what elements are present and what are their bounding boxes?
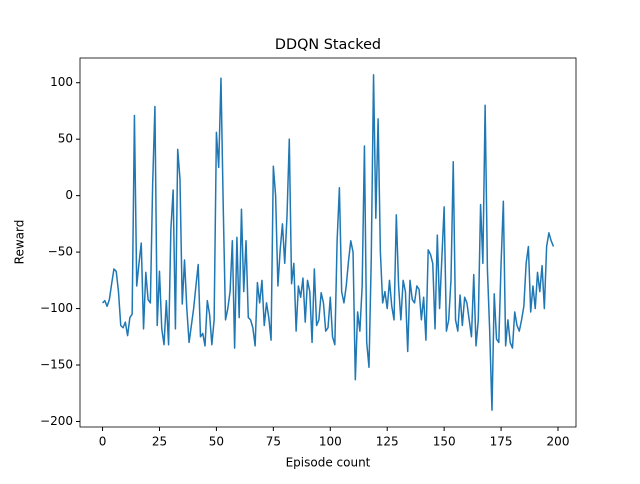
- x-tick-label: 25: [152, 435, 167, 449]
- y-tick-label: −100: [40, 301, 73, 315]
- plot-frame: [79, 57, 577, 428]
- x-tick-label: 200: [547, 435, 570, 449]
- y-tick-label: −200: [40, 414, 73, 428]
- x-tick-label: 75: [266, 435, 281, 449]
- y-tick-label: 50: [58, 132, 73, 146]
- x-tick-label: 50: [209, 435, 224, 449]
- x-tick-label: 0: [99, 435, 107, 449]
- y-tick-label: −150: [40, 358, 73, 372]
- data-line: [102, 74, 555, 411]
- x-tick-label: 150: [433, 435, 456, 449]
- y-tick-label: 100: [50, 75, 73, 89]
- x-tick-label: 125: [376, 435, 399, 449]
- y-axis-label: Reward: [13, 220, 27, 265]
- x-axis-label: Episode count: [286, 456, 371, 470]
- chart-title: DDQN Stacked: [275, 37, 381, 53]
- y-tick-label: −50: [48, 245, 73, 259]
- x-tick-label: 100: [319, 435, 342, 449]
- x-tick-label: 175: [490, 435, 513, 449]
- y-tick-label: 0: [65, 188, 73, 202]
